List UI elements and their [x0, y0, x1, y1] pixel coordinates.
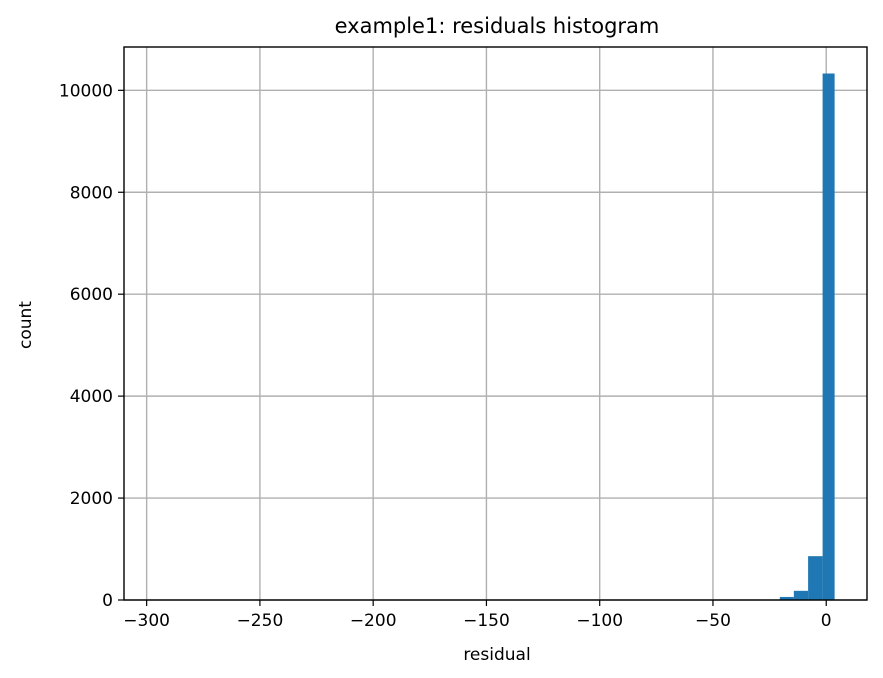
y-tick-label: 8000 [70, 183, 113, 203]
y-tick-label: 0 [102, 591, 113, 611]
histogram-bar [808, 556, 823, 600]
y-tick-label: 2000 [70, 489, 113, 509]
histogram-bar [779, 596, 794, 600]
grid [124, 47, 867, 601]
histogram-bar [793, 590, 809, 600]
y-tick-label: 4000 [70, 387, 113, 407]
y-tick-label: 6000 [70, 285, 113, 305]
x-tick-label: −200 [350, 611, 397, 631]
plot-frame [123, 46, 868, 601]
x-tick-label: 0 [821, 611, 832, 631]
x-tick-label: −250 [237, 611, 284, 631]
x-tick-label: −100 [576, 611, 623, 631]
x-axis-label: residual [463, 645, 530, 665]
x-tick-label: −300 [123, 611, 170, 631]
histogram-bar [822, 73, 835, 600]
y-axis-label: count [16, 301, 36, 349]
x-tick-label: −50 [695, 611, 731, 631]
y-axis: 0 2000 4000 6000 8000 10000 [59, 81, 124, 611]
x-tick-label: −150 [463, 611, 510, 631]
histogram-bars [779, 73, 835, 600]
x-axis: −300 −250 −200 −150 −100 −50 0 [123, 600, 832, 631]
chart-title: example1: residuals histogram [335, 14, 660, 38]
y-tick-label: 10000 [59, 81, 113, 101]
